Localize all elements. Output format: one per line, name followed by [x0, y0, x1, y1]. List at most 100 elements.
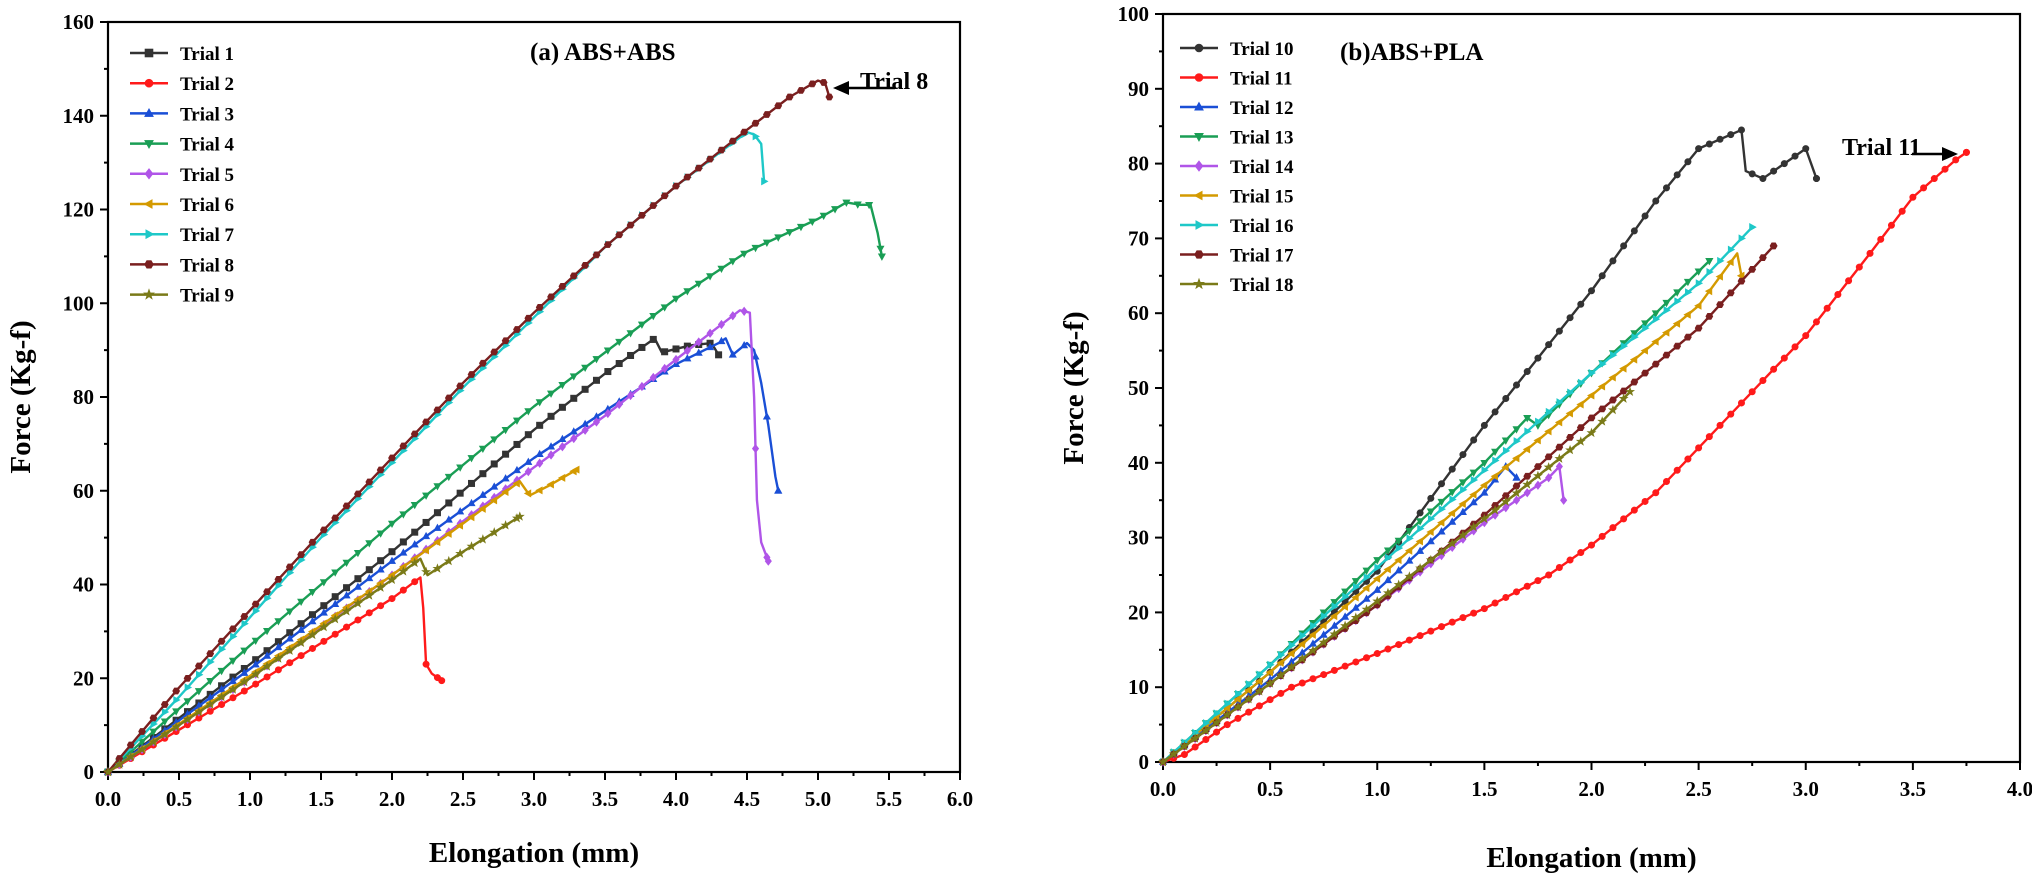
- series-point: [365, 540, 374, 548]
- y-tick-label: 60: [73, 479, 94, 503]
- series-point: [182, 714, 193, 724]
- series-point: [330, 613, 341, 624]
- series-point: [1309, 675, 1317, 683]
- series-point: [762, 239, 771, 247]
- series-point: [1362, 584, 1370, 593]
- series-point: [410, 540, 419, 548]
- series-point: [387, 520, 397, 529]
- y-axis-title: Force (Kg-f): [1058, 311, 1090, 464]
- series-point: [1522, 479, 1533, 489]
- legend-marker: [1194, 160, 1204, 172]
- series-point: [1812, 318, 1820, 326]
- series-point: [717, 319, 726, 330]
- series-point: [342, 591, 351, 599]
- series-point: [1350, 612, 1361, 622]
- series-point: [467, 371, 476, 378]
- series-point: [512, 417, 521, 425]
- series-point: [1866, 249, 1874, 257]
- series-point: [1213, 728, 1221, 736]
- series-point: [478, 490, 487, 498]
- series-point: [1458, 479, 1467, 487]
- series-point: [500, 520, 511, 530]
- series-point: [1597, 416, 1608, 426]
- series-point: [377, 557, 385, 565]
- series-point: [206, 650, 215, 657]
- series-point: [1233, 701, 1243, 712]
- series-point: [1770, 167, 1778, 175]
- series-point: [1501, 463, 1509, 472]
- series-point: [399, 511, 408, 519]
- series-point: [728, 137, 737, 145]
- series-point: [1652, 315, 1661, 324]
- series-point: [1351, 578, 1360, 586]
- series-point: [615, 231, 624, 239]
- series-point: [137, 744, 148, 754]
- series-point: [581, 262, 589, 269]
- series-point: [1770, 365, 1778, 373]
- series-point: [1780, 160, 1788, 168]
- series-point: [298, 555, 306, 564]
- series-point: [1277, 689, 1285, 697]
- series-point: [751, 443, 760, 454]
- series-point: [1534, 480, 1542, 490]
- legend-label: Trial 13: [1230, 128, 1294, 149]
- series-point: [672, 345, 680, 353]
- legend-marker: [1194, 101, 1204, 111]
- series-point: [1672, 319, 1681, 328]
- series-point: [1458, 499, 1466, 508]
- series-point: [365, 609, 373, 617]
- series-point: [1544, 453, 1553, 461]
- series-point: [740, 128, 749, 136]
- series-point: [1286, 661, 1297, 672]
- x-tick-label: 2.0: [1578, 777, 1604, 801]
- series-point: [1513, 381, 1521, 389]
- series-point: [626, 221, 635, 229]
- series-point: [172, 708, 181, 716]
- series-point: [637, 321, 646, 329]
- series-point: [1373, 650, 1381, 658]
- series-point: [1662, 184, 1670, 192]
- series-point: [524, 466, 532, 477]
- series-point: [193, 706, 204, 717]
- series-point: [615, 399, 623, 410]
- series-point: [535, 449, 544, 458]
- series-point: [1673, 171, 1681, 179]
- x-tick-label: 1.0: [237, 787, 263, 811]
- series-point: [1202, 719, 1211, 728]
- series-point: [1179, 741, 1190, 751]
- series-point: [422, 531, 431, 540]
- series-point: [241, 619, 249, 628]
- series-point: [1447, 538, 1458, 548]
- series-point: [206, 678, 215, 686]
- series-point: [284, 645, 295, 655]
- series-point: [1523, 368, 1531, 376]
- series-point: [683, 173, 692, 181]
- series-point: [443, 555, 454, 566]
- series-point: [796, 223, 805, 232]
- y-tick-label: 0: [1139, 750, 1150, 774]
- series-point: [1320, 612, 1329, 621]
- series-point: [1610, 351, 1618, 360]
- series-point: [683, 346, 691, 356]
- series-point: [1374, 563, 1382, 572]
- series-point: [1685, 288, 1693, 297]
- annotation-arrow-head: [833, 81, 849, 95]
- y-tick-label: 0: [84, 760, 95, 784]
- series-point: [320, 637, 328, 645]
- series-point: [547, 450, 555, 460]
- series-point: [296, 637, 307, 648]
- series-point: [263, 673, 271, 681]
- series-point: [1554, 453, 1565, 463]
- series-point: [615, 360, 623, 368]
- series-point: [1373, 557, 1382, 565]
- series-point: [375, 582, 386, 592]
- series-point: [1630, 227, 1638, 235]
- series-point: [1534, 354, 1542, 362]
- series-point: [1191, 743, 1199, 751]
- series-point: [1577, 549, 1585, 557]
- series-point: [1663, 306, 1671, 315]
- series-point: [1288, 683, 1296, 691]
- series-point: [1629, 355, 1638, 364]
- series-point: [274, 642, 283, 651]
